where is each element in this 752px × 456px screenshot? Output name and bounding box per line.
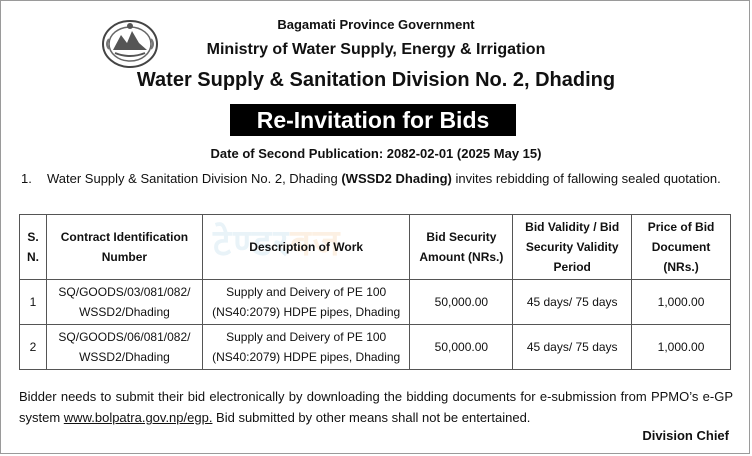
government-emblem-icon [102, 20, 158, 68]
cell-validity: 45 days/ 75 days [512, 279, 633, 325]
cell-price: 1,000.00 [631, 279, 731, 325]
table-row: 2 SQ/GOODS/06/081/082/ WSSD2/Dhading Sup… [19, 324, 731, 370]
cell-contract-id: SQ/GOODS/06/081/082/ WSSD2/Dhading [45, 324, 203, 370]
intro-paragraph: 1. Water Supply & Sanitation Division No… [21, 169, 733, 188]
submission-text-end: Bid submitted by other means shall not b… [212, 410, 531, 425]
table-header-row: S. N. Contract Identification Number Des… [19, 214, 731, 280]
cell-contract-id: SQ/GOODS/03/081/082/ WSSD2/Dhading [45, 279, 203, 325]
cell-security: 50,000.00 [409, 324, 514, 370]
col-header-description: Description of Work [201, 214, 411, 280]
province-title: Bagamati Province Government [277, 17, 475, 32]
intro-text: Water Supply & Sanitation Division No. 2… [47, 169, 733, 188]
cell-description: Supply and Deivery of PE 100 (NS40:2079)… [201, 279, 411, 325]
table-row: 1 SQ/GOODS/03/081/082/ WSSD2/Dhading Sup… [19, 279, 731, 325]
submission-text-start: Bidder needs to submit their bid electro… [19, 389, 733, 425]
col-header-sn: S. N. [19, 214, 47, 280]
ministry-title: Ministry of Water Supply, Energy & Irrig… [206, 41, 546, 58]
cell-sn: 1 [19, 279, 47, 325]
col-header-validity: Bid Validity / Bid Security Validity Per… [512, 214, 633, 280]
egp-link[interactable]: www.bolpatra.gov.np/egp. [63, 410, 213, 425]
bids-table: S. N. Contract Identification Number Des… [19, 214, 731, 370]
cell-description: Supply and Deivery of PE 100 (NS40:2079)… [201, 324, 411, 370]
division-title: Water Supply & Sanitation Division No. 2… [136, 69, 616, 91]
signoff-title: Division Chief [642, 428, 729, 443]
col-header-price: Price of Bid Document (NRs.) [631, 214, 731, 280]
col-header-contract-id: Contract Identification Number [45, 214, 203, 280]
intro-text-end: invites rebidding of fallowing sealed qu… [451, 171, 721, 186]
cell-validity: 45 days/ 75 days [512, 324, 633, 370]
cell-security: 50,000.00 [409, 279, 514, 325]
col-header-security: Bid Security Amount (NRs.) [409, 214, 514, 280]
cell-price: 1,000.00 [631, 324, 731, 370]
paragraph-number: 1. [21, 171, 32, 186]
publication-date: Date of Second Publication: 2082-02-01 (… [210, 146, 542, 161]
intro-text-bold: (WSSD2 Dhading) [341, 171, 452, 186]
cell-sn: 2 [19, 324, 47, 370]
notice-banner: Re-Invitation for Bids [230, 104, 516, 136]
submission-paragraph: Bidder needs to submit their bid electro… [19, 386, 733, 428]
intro-text-start: Water Supply & Sanitation Division No. 2… [47, 171, 342, 186]
